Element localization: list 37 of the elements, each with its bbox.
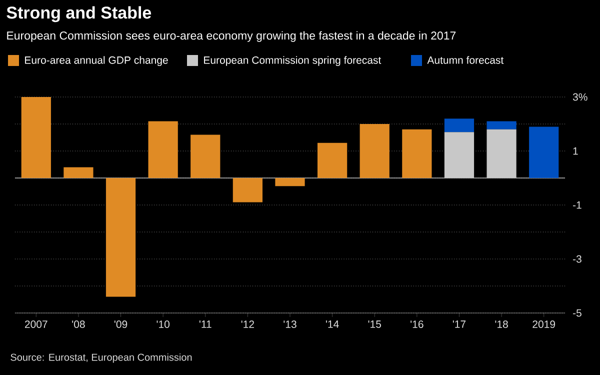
y-tick-label: 1 bbox=[573, 147, 578, 155]
y-tick-label: -5 bbox=[573, 309, 582, 317]
x-tick-label: '11 bbox=[199, 320, 212, 328]
bar bbox=[64, 167, 94, 178]
bar bbox=[275, 178, 305, 186]
bar bbox=[444, 118, 474, 132]
bar bbox=[360, 124, 390, 178]
x-tick-label: '09 bbox=[114, 320, 128, 328]
chart-title: Strong and Stable bbox=[6, 6, 152, 22]
x-tick-label: '18 bbox=[495, 320, 508, 328]
x-tick-label: '16 bbox=[410, 320, 424, 328]
y-tick-label: -1 bbox=[573, 201, 582, 209]
source-note: Source: Eurostat, European Commission bbox=[10, 353, 192, 363]
y-tick-label: 3% bbox=[572, 93, 588, 101]
chart-subtitle: European Commission sees euro-area economy growing the fastest in a decade in 2017 bbox=[7, 31, 456, 42]
y-tick-label: -3 bbox=[573, 255, 582, 263]
legend-label: Euro-area annual GDP change bbox=[25, 56, 168, 66]
x-tick-label: '17 bbox=[452, 320, 466, 328]
bar bbox=[232, 178, 263, 202]
bar bbox=[190, 134, 220, 178]
bar bbox=[529, 126, 559, 178]
x-tick-label: '13 bbox=[284, 320, 296, 328]
bar bbox=[486, 121, 516, 130]
legend-label: European Commission spring forecast bbox=[204, 56, 382, 66]
bar bbox=[21, 97, 51, 178]
x-tick-label: '10 bbox=[156, 320, 170, 328]
bar bbox=[148, 121, 178, 178]
x-tick-label: '08 bbox=[72, 320, 85, 328]
x-tick-label: '14 bbox=[326, 320, 339, 328]
x-tick-label: '12 bbox=[241, 320, 254, 328]
legend-label: Autumn forecast bbox=[427, 56, 504, 64]
x-tick-label: 2007 bbox=[25, 320, 48, 328]
bar bbox=[402, 129, 432, 178]
x-tick-label: 2019 bbox=[532, 320, 556, 328]
bar bbox=[318, 142, 348, 178]
bar bbox=[106, 178, 136, 297]
x-tick-label: '15 bbox=[368, 320, 382, 328]
